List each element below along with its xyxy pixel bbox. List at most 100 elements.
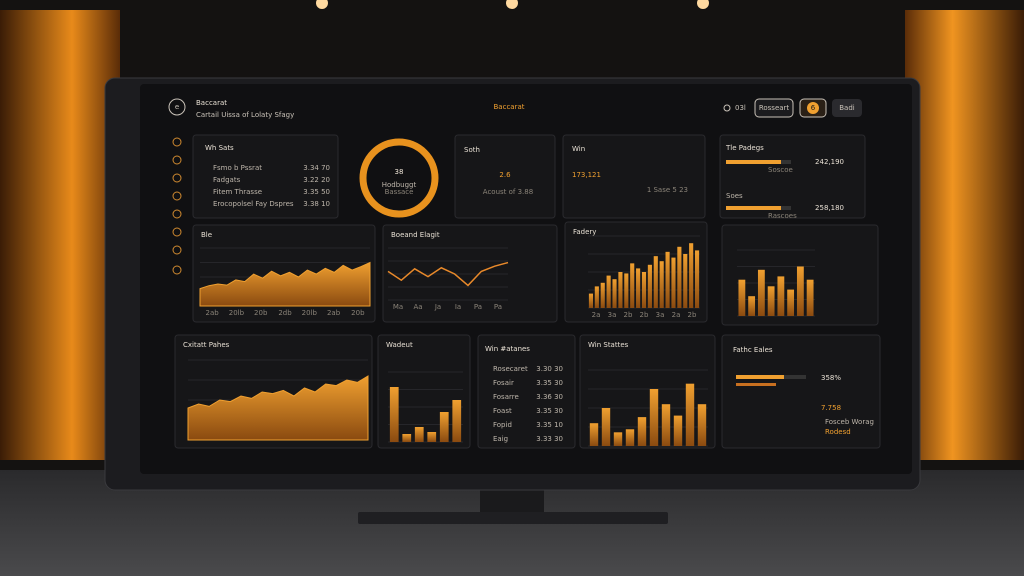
line bbox=[387, 261, 509, 287]
stat-sub: Acoust of 3.88 bbox=[483, 188, 533, 196]
row-label: Fadgats bbox=[213, 176, 241, 184]
bar bbox=[683, 254, 688, 308]
row-label: Fsmo b Pssrat bbox=[213, 164, 262, 172]
nav-icon[interactable] bbox=[172, 137, 182, 147]
row-label: Rosecaret bbox=[493, 365, 528, 373]
x-tick-label: 3a bbox=[608, 311, 617, 319]
app-title: Baccarat bbox=[196, 99, 227, 107]
bar bbox=[427, 432, 437, 442]
x-tick-label: 2ab bbox=[206, 309, 220, 317]
sidebar bbox=[172, 137, 182, 275]
button[interactable] bbox=[754, 98, 794, 118]
bar bbox=[673, 415, 683, 446]
panel-title: Fathc Eales bbox=[733, 346, 773, 354]
bar bbox=[439, 412, 449, 442]
x-tick-label: 2b bbox=[624, 311, 633, 319]
panel-title: Fadery bbox=[573, 228, 596, 236]
note: Rascoes bbox=[768, 212, 797, 220]
bar bbox=[414, 427, 424, 442]
bar bbox=[787, 289, 795, 316]
stat-value: 258,180 bbox=[815, 204, 844, 212]
bar bbox=[806, 279, 814, 316]
row-value: 3.35 10 bbox=[536, 421, 563, 429]
bar bbox=[757, 269, 765, 316]
bar bbox=[594, 286, 599, 308]
ceiling-light bbox=[506, 0, 518, 9]
row-value: 3.35 30 bbox=[536, 407, 563, 415]
panel-title: Boeand Elagit bbox=[391, 231, 440, 239]
bar bbox=[665, 251, 670, 308]
button-label[interactable]: Badi bbox=[839, 104, 855, 112]
nav-icon[interactable] bbox=[172, 155, 182, 165]
logo-ring bbox=[168, 98, 186, 116]
nav-icon[interactable] bbox=[172, 227, 182, 237]
bar bbox=[661, 404, 671, 446]
bar bbox=[600, 282, 605, 308]
nav-icon[interactable] bbox=[172, 173, 182, 183]
search-icon bbox=[723, 104, 731, 112]
bar bbox=[647, 264, 652, 308]
ceiling-light bbox=[316, 0, 328, 9]
panel bbox=[454, 134, 556, 219]
bar bbox=[630, 263, 635, 308]
ceiling-light bbox=[697, 0, 709, 9]
stat-value: 7.758 bbox=[821, 404, 841, 412]
row-label: Soes bbox=[726, 192, 743, 200]
bar bbox=[452, 400, 462, 442]
bar bbox=[671, 257, 676, 308]
panel-title: Win Stattes bbox=[588, 341, 629, 349]
note: Fosceb Worag bbox=[825, 418, 874, 426]
x-tick-label: Ma bbox=[393, 303, 403, 311]
bar bbox=[641, 272, 647, 308]
x-tick-label: 20lb bbox=[302, 309, 318, 317]
panel-title: Tle Padegs bbox=[725, 144, 764, 152]
panel bbox=[562, 134, 706, 219]
progress-fill bbox=[726, 206, 781, 210]
row-label: Fitem Thrasse bbox=[213, 188, 262, 196]
search: 03l bbox=[735, 104, 746, 112]
bar bbox=[777, 276, 785, 316]
nav-icon[interactable] bbox=[172, 265, 182, 275]
panel bbox=[192, 134, 339, 219]
bar bbox=[625, 429, 635, 446]
x-tick-label: 2a bbox=[672, 311, 681, 319]
bar bbox=[697, 404, 707, 446]
bar bbox=[589, 423, 599, 446]
bar bbox=[677, 246, 682, 308]
progress-fill bbox=[726, 160, 781, 164]
bar bbox=[402, 434, 412, 442]
bar bbox=[767, 286, 775, 316]
row-label: Fopid bbox=[493, 421, 512, 429]
bar bbox=[389, 387, 399, 442]
bar bbox=[588, 293, 594, 308]
bar bbox=[659, 261, 664, 308]
bar bbox=[612, 279, 617, 308]
button-label[interactable]: Rosseart bbox=[759, 104, 790, 112]
panel bbox=[721, 334, 881, 449]
x-tick-label: Pa bbox=[474, 303, 482, 311]
bar bbox=[624, 273, 629, 308]
bar bbox=[694, 250, 700, 308]
app-subtitle: Cartail Uissa of Lolaty Sfagy bbox=[196, 111, 294, 119]
progress-fill bbox=[736, 375, 784, 379]
row-value: 3.35 30 bbox=[536, 379, 563, 387]
panel-title: Cxitatt Pahes bbox=[183, 341, 230, 349]
x-tick-label: 2a bbox=[592, 311, 601, 319]
x-tick-label: 3a bbox=[656, 311, 665, 319]
nav-icon[interactable] bbox=[172, 209, 182, 219]
x-tick-label: 2b bbox=[688, 311, 697, 319]
left-glow bbox=[0, 10, 120, 460]
note: Rodesd bbox=[825, 428, 851, 436]
bar bbox=[748, 296, 756, 316]
button[interactable] bbox=[832, 99, 862, 117]
bar bbox=[613, 432, 623, 446]
coin bbox=[807, 102, 819, 114]
area bbox=[187, 375, 369, 441]
nav-icon[interactable] bbox=[172, 191, 182, 201]
nav-icon[interactable] bbox=[172, 245, 182, 255]
row-value: 3.34 70 bbox=[303, 164, 330, 172]
row-label: Foast bbox=[493, 407, 512, 415]
button-label[interactable]: 6 bbox=[811, 104, 816, 112]
stat-value: 242,190 bbox=[815, 158, 844, 166]
